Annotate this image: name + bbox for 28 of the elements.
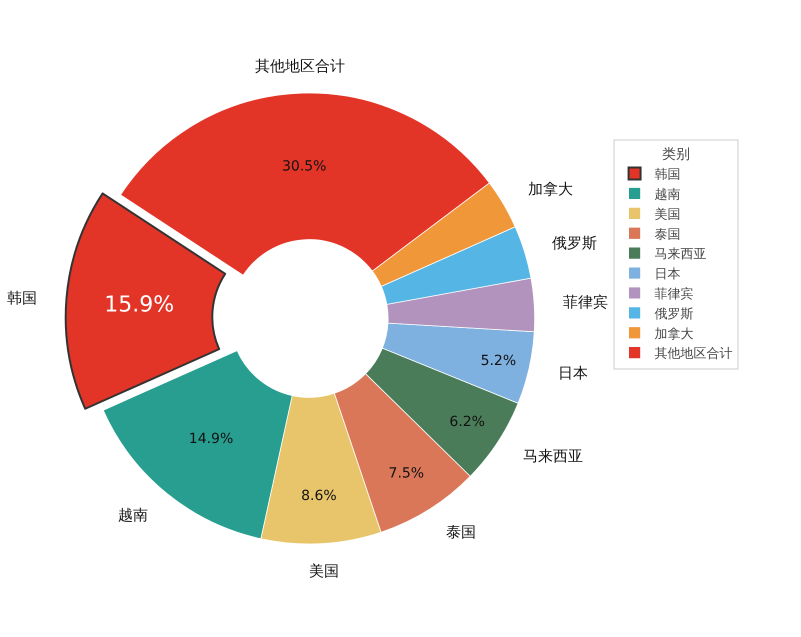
data-label: 14.9% [188, 430, 234, 447]
legend-label: 加拿大 [654, 326, 694, 342]
legend-label: 马来西亚 [654, 247, 707, 262]
slice-label: 日本 [558, 364, 588, 382]
data-label: 8.6% [301, 488, 337, 504]
data-label: 6.2% [449, 414, 485, 430]
legend-label: 韩国 [654, 168, 681, 183]
legend-label: 俄罗斯 [654, 306, 694, 322]
legend-label: 菲律宾 [654, 286, 694, 302]
legend-label: 美国 [654, 206, 681, 222]
data-label: 7.5% [388, 465, 424, 482]
slice-label: 泰国 [446, 523, 476, 541]
legend-label: 其他地区合计 [654, 346, 733, 362]
legend-label: 泰国 [654, 227, 681, 242]
legend-label: 日本 [654, 267, 681, 282]
slice-label: 俄罗斯 [552, 234, 597, 252]
slice-label: 加拿大 [528, 180, 573, 198]
slice-label: 其他地区合计 [255, 57, 345, 75]
data-label: 5.2% [480, 353, 516, 370]
legend-label: 越南 [654, 188, 681, 203]
slice-label: 韩国 [7, 289, 37, 307]
slice-label: 马来西亚 [523, 447, 583, 465]
legend-title: 类别 [662, 146, 690, 163]
slice-label: 菲律宾 [563, 293, 608, 311]
data-label: 15.9% [104, 292, 174, 318]
slice-label: 美国 [309, 562, 339, 580]
data-label: 30.5% [282, 158, 326, 174]
slice-label: 越南 [118, 506, 148, 524]
